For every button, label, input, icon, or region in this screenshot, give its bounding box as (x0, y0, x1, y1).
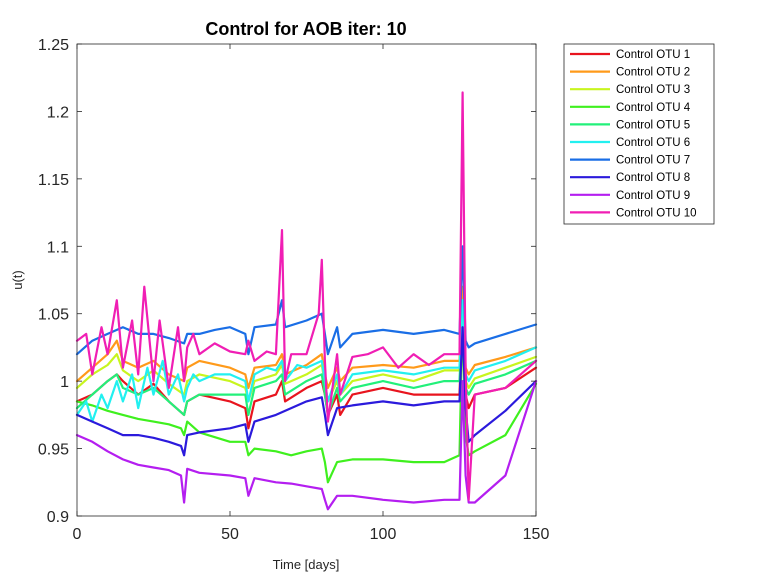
legend-entry-label: Control OTU 8 (616, 172, 690, 184)
x-tick-label: 50 (221, 526, 239, 543)
series-line-otu-9 (75, 380, 538, 511)
y-tick-label: 1.25 (38, 37, 69, 54)
x-axis-label: Time [days] (273, 557, 340, 572)
legend-entry-label: Control OTU 2 (616, 67, 690, 79)
legend-entry-label: Control OTU 3 (616, 84, 690, 96)
x-tick-label: 100 (370, 526, 397, 543)
y-tick-label: 1.05 (38, 307, 69, 324)
y-tick-label: 1 (60, 374, 69, 391)
y-tick-label: 1.2 (47, 104, 69, 121)
legend-entry-label: Control OTU 7 (616, 155, 690, 167)
y-axis-label: u(t) (10, 270, 25, 290)
legend-entry-label: Control OTU 5 (616, 119, 690, 131)
legend-entry-label: Control OTU 10 (616, 207, 697, 219)
legend-entry-label: Control OTU 6 (616, 137, 690, 149)
x-tick-label: 150 (523, 526, 550, 543)
legend-entry-label: Control OTU 9 (616, 190, 690, 202)
series-line-otu-6 (75, 299, 538, 423)
y-tick-label: 0.95 (38, 442, 69, 459)
axis-ticks: 0 50 100 150 0.9 0.95 1 1.05 1.1 1.15 1.2 1.25 (38, 37, 550, 543)
series-line-otu-8 (75, 326, 538, 457)
y-tick-label: 0.9 (47, 509, 69, 526)
axes-frame (76, 43, 537, 517)
chart-title: Control for AOB iter: 10 (205, 19, 406, 39)
y-tick-label: 1.1 (47, 239, 69, 256)
legend-entry-label: Control OTU 1 (616, 49, 690, 61)
legend-entry-label: Control OTU 4 (616, 102, 691, 114)
legend: Control OTU 1 Control OTU 2 Control OTU 3 C… (563, 43, 715, 225)
y-tick-label: 1.15 (38, 172, 69, 189)
x-tick-label: 0 (73, 526, 82, 543)
series-lines (75, 91, 538, 511)
series-line-otu-10 (75, 91, 538, 501)
